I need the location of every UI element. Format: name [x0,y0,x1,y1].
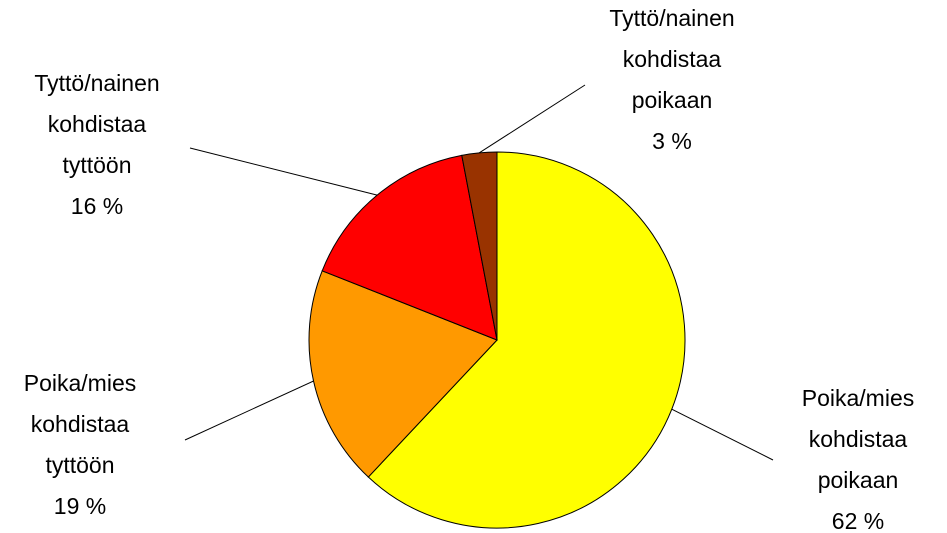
label-line: kohdistaa [48,111,147,137]
label-line: poikaan [632,87,713,113]
leader-line [671,408,774,461]
label-line: kohdistaa [623,46,722,72]
label-line: Tyttö/nainen [609,5,734,31]
slice-label: Tyttö/nainen kohdistaa tyttöön [34,70,159,178]
label-line: Tyttö/nainen [34,70,159,96]
leader-line [189,147,378,196]
label-line: Poika/mies [802,385,914,411]
label-line: poikaan [818,467,899,493]
leader-line [479,84,586,154]
pie-slice [308,270,498,478]
value-label: 3 % [652,128,692,154]
slice-label: Poika/mies kohdistaa tyttöön [24,370,136,478]
pie-slice [321,154,498,341]
slice-label: Poika/mies kohdistaa poikaan [802,385,914,493]
slice-label: Tyttö/nainen kohdistaa poikaan [609,5,734,113]
pie-slice [461,151,498,341]
label-line: tyttöön [45,452,114,478]
pie-slice [367,151,686,529]
label-line: kohdistaa [31,411,130,437]
label-line: Poika/mies [24,370,136,396]
leader-line [184,380,314,441]
value-label: 16 % [71,193,123,219]
value-label: 62 % [832,508,884,533]
label-line: tyttöön [62,152,131,178]
value-label: 19 % [54,493,106,519]
label-line: kohdistaa [809,426,908,452]
